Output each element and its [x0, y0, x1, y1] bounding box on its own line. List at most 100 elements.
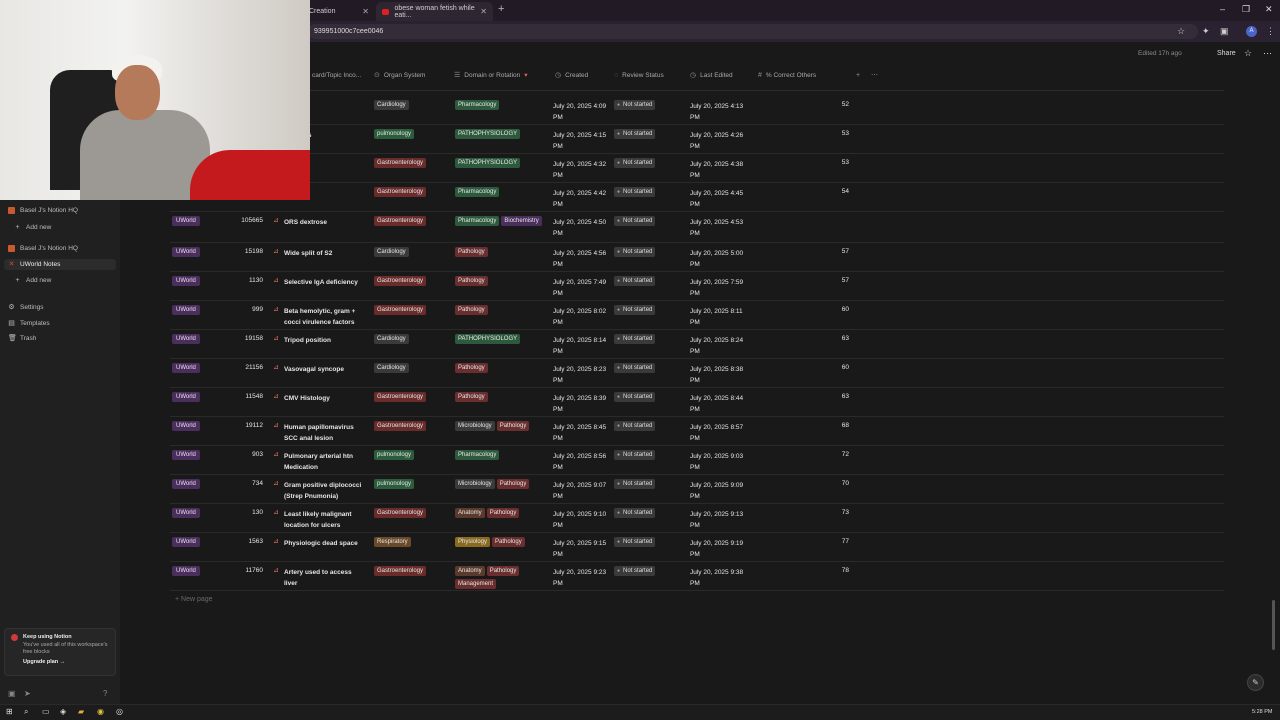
- organ-cell[interactable]: Cardiology: [374, 100, 411, 113]
- table-row[interactable]: UWorld 903 ⊿ Pulmonary arterial htn Medicat…: [170, 446, 1224, 475]
- row-title[interactable]: Gram positive diplococci (Strep Pnumonia…: [284, 482, 362, 500]
- organ-cell[interactable]: pulmonology: [374, 129, 416, 142]
- share-button[interactable]: Share: [1217, 50, 1236, 57]
- row-title[interactable]: Beta hemolytic, gram + cocci virulence f…: [284, 308, 356, 326]
- table-row[interactable]: MOACardiologyPharmacologyJuly 20, 2025 4…: [170, 96, 1224, 125]
- organ-cell[interactable]: Gastroenterology: [374, 216, 428, 229]
- row-title[interactable]: Physiologic dead space: [284, 540, 358, 547]
- row-title[interactable]: CMV Histology: [284, 395, 330, 402]
- sidebar-item-uworld-notes[interactable]: ✕ UWorld Notes: [4, 259, 116, 270]
- column-header-created[interactable]: ◷ Created: [555, 70, 588, 80]
- status-cell[interactable]: Not started: [614, 129, 657, 142]
- domain-cell[interactable]: PATHOPHYSIOLOGY: [455, 129, 550, 142]
- app-icon[interactable]: ◈: [60, 707, 67, 716]
- upgrade-plan-button[interactable]: Upgrade plan →: [23, 659, 66, 665]
- extension-icon[interactable]: ✦: [1202, 26, 1210, 36]
- column-options-icon[interactable]: ⋯: [871, 72, 878, 79]
- status-cell[interactable]: Not started: [614, 392, 657, 405]
- domain-cell[interactable]: Pharmacology Biochemistry: [455, 216, 550, 229]
- organ-cell[interactable]: Respiratory: [374, 537, 413, 550]
- table-row[interactable]: UWorld 105665 ⊿ ORS dextrose Gastroenterolog…: [170, 212, 1224, 243]
- close-tab-icon[interactable]: ✕: [362, 7, 369, 16]
- url-input[interactable]: 939951000c7cee0046: [308, 24, 1198, 39]
- domain-cell[interactable]: PATHOPHYSIOLOGY: [455, 334, 550, 347]
- domain-cell[interactable]: Anatomy Pathology: [455, 508, 550, 521]
- sidebar-item-workspace[interactable]: Basel J's Notion HQ: [8, 245, 78, 252]
- table-row[interactable]: UWorld 1130 ⊿ Selective IgA deficiency Gastr…: [170, 272, 1224, 301]
- status-cell[interactable]: Not started: [614, 450, 657, 463]
- sidebar-item-add-new[interactable]: + Add new: [14, 224, 51, 231]
- column-header-edited[interactable]: ◷ Last Edited: [690, 70, 733, 80]
- inbox-icon[interactable]: ▣: [8, 689, 16, 698]
- close-tab-icon[interactable]: ✕: [480, 7, 487, 16]
- organ-cell[interactable]: Cardiology: [374, 363, 411, 376]
- status-cell[interactable]: Not started: [614, 334, 657, 347]
- sidebar-item-workspace[interactable]: Basel J's Notion HQ: [8, 207, 78, 214]
- status-cell[interactable]: Not started: [614, 216, 657, 229]
- organ-cell[interactable]: pulmonology: [374, 479, 416, 492]
- obs-icon[interactable]: ◎: [116, 707, 123, 716]
- domain-cell[interactable]: Anatomy Pathology Management: [455, 566, 550, 592]
- domain-cell[interactable]: Physiology Pathology: [455, 537, 550, 550]
- table-row[interactable]: ticsGastroenterologyPharmacologyJuly 20,…: [170, 183, 1224, 212]
- domain-cell[interactable]: Pharmacology: [455, 100, 550, 113]
- sidebar-item-trash[interactable]: 🗑 Trash: [8, 335, 36, 342]
- status-cell[interactable]: Not started: [614, 305, 657, 318]
- search-icon[interactable]: ⌕: [24, 707, 29, 716]
- table-row[interactable]: UWorld 21156 ⊿ Vasovagal syncope Cardiology P…: [170, 359, 1224, 388]
- row-title[interactable]: Artery used to access liver: [284, 569, 352, 587]
- add-column-icon[interactable]: +: [856, 71, 861, 79]
- column-header-correct[interactable]: #% Correct Others: [758, 70, 816, 80]
- organ-cell[interactable]: Gastroenterology: [374, 276, 428, 289]
- column-header-review[interactable]: ◌ Review Status: [614, 70, 664, 80]
- table-row[interactable]: UWorld 19158 ⊿ Tripod position Cardiology PAT…: [170, 330, 1224, 359]
- status-cell[interactable]: Not started: [614, 363, 657, 376]
- row-title[interactable]: ORS dextrose: [284, 219, 327, 226]
- organ-cell[interactable]: Gastroenterology: [374, 421, 428, 434]
- column-header-domain[interactable]: ☰ Domain or Rotation ▾: [454, 70, 528, 80]
- status-cell[interactable]: Not started: [614, 187, 657, 200]
- browser-tab[interactable]: Creation ✕: [303, 2, 375, 21]
- table-row[interactable]: UWorld 11760 ⊿ Artery used to access liver G…: [170, 562, 1224, 591]
- table-row[interactable]: UWorld 734 ⊿ Gram positive diplococci (Stre…: [170, 475, 1224, 504]
- domain-cell[interactable]: Pathology: [455, 363, 550, 376]
- status-cell[interactable]: Not started: [614, 158, 657, 171]
- more-options-icon[interactable]: ⋯: [1263, 48, 1272, 58]
- bookmark-star-icon[interactable]: ☆: [1177, 26, 1186, 36]
- organ-cell[interactable]: Gastroenterology: [374, 392, 428, 405]
- status-cell[interactable]: Not started: [614, 247, 657, 260]
- sidebar-item-settings[interactable]: ⚙ Settings: [8, 304, 43, 311]
- table-row[interactable]: UWorld 999 ⊿ Beta hemolytic, gram + cocci v…: [170, 301, 1224, 330]
- send-icon[interactable]: ➤: [24, 689, 31, 698]
- windows-start-icon[interactable]: ⊞: [6, 707, 13, 716]
- organ-cell[interactable]: pulmonology: [374, 450, 416, 463]
- status-cell[interactable]: Not started: [614, 508, 657, 521]
- table-row[interactable]: PentadGastroenterologyPATHOPHYSIOLOGYJul…: [170, 154, 1224, 183]
- row-title[interactable]: Tripod position: [284, 337, 331, 344]
- row-title[interactable]: Wide split of S2: [284, 250, 333, 257]
- domain-cell[interactable]: PATHOPHYSIOLOGY: [455, 158, 550, 171]
- puzzle-icon[interactable]: ▣: [1220, 26, 1229, 36]
- minimize-icon[interactable]: –: [1220, 4, 1226, 14]
- notion-ai-icon[interactable]: ✎: [1247, 674, 1264, 691]
- domain-cell[interactable]: Pharmacology: [455, 187, 550, 200]
- row-title[interactable]: Vasovagal syncope: [284, 366, 344, 373]
- sidebar-item-templates[interactable]: ▤ Templates: [8, 320, 49, 327]
- domain-cell[interactable]: Pathology: [455, 305, 550, 318]
- task-view-icon[interactable]: ▭: [42, 707, 50, 716]
- status-cell[interactable]: Not started: [614, 421, 657, 434]
- table-row[interactable]: UWorld 1563 ⊿ Physiologic dead space Respira…: [170, 533, 1224, 562]
- status-cell[interactable]: Not started: [614, 537, 657, 550]
- domain-cell[interactable]: Pathology: [455, 392, 550, 405]
- domain-cell[interactable]: Microbiology Pathology: [455, 421, 550, 434]
- table-row[interactable]: UWorld 15198 ⊿ Wide split of S2 Cardiology Pa…: [170, 243, 1224, 272]
- browser-menu-icon[interactable]: ⋮: [1266, 26, 1275, 36]
- organ-cell[interactable]: Gastroenterology: [374, 158, 428, 171]
- domain-cell[interactable]: Microbiology Pathology: [455, 479, 550, 492]
- new-page-button[interactable]: + New page: [175, 596, 213, 603]
- close-window-icon[interactable]: ✕: [1265, 4, 1273, 14]
- organ-cell[interactable]: Gastroenterology: [374, 305, 428, 318]
- status-cell[interactable]: Not started: [614, 566, 657, 579]
- organ-cell[interactable]: Gastroenterology: [374, 187, 428, 200]
- table-row[interactable]: UWorld 11548 ⊿ CMV Histology Gastroenterolog…: [170, 388, 1224, 417]
